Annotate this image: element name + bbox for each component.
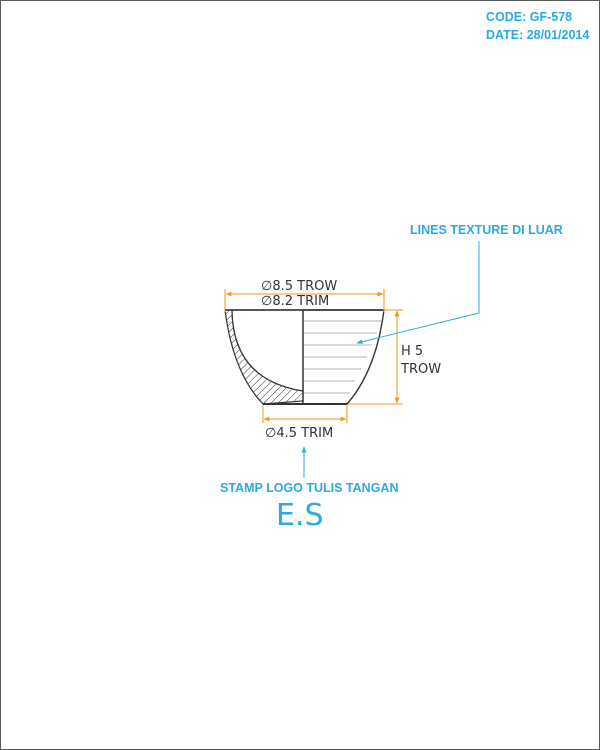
dim-height-label-line1: H 5 [401, 344, 423, 359]
callout-stamp-label: STAMP LOGO TULIS TANGAN [220, 481, 398, 495]
callout-texture-leader [356, 241, 480, 345]
callout-texture-label: LINES TEXTURE DI LUAR [410, 223, 563, 237]
cup-inner-cavity [231, 309, 304, 392]
cup-exterior-outline [303, 309, 385, 405]
cup-line-texture [303, 320, 381, 394]
dim-bottom-label: ∅4.5 TRIM [265, 426, 333, 441]
dim-top-outer-label: ∅8.5 TROW [261, 279, 337, 294]
dim-top-inner-label: ∅8.2 TRIM [261, 294, 329, 309]
stamp-logo-text: E.S [276, 498, 324, 533]
drawing-date: DATE: 28/01/2014 [486, 28, 590, 42]
dim-height-label-line2: TROW [400, 362, 441, 377]
product-code: CODE: GF-578 [486, 10, 573, 24]
